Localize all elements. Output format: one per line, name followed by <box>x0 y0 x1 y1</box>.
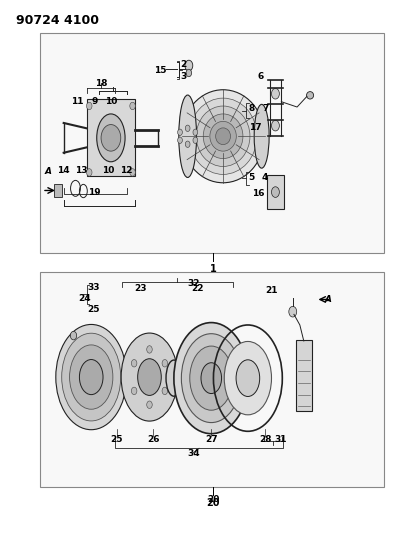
FancyBboxPatch shape <box>87 99 135 176</box>
Ellipse shape <box>179 95 197 177</box>
Bar <box>40 33 384 253</box>
Ellipse shape <box>203 114 243 159</box>
Text: 90724 4100: 90724 4100 <box>17 14 100 27</box>
Text: 23: 23 <box>134 284 147 293</box>
Circle shape <box>132 360 137 367</box>
Text: A: A <box>325 295 332 304</box>
Ellipse shape <box>182 90 264 183</box>
Text: 7: 7 <box>262 103 268 112</box>
Ellipse shape <box>97 114 125 162</box>
Text: 19: 19 <box>88 188 101 197</box>
Text: 8: 8 <box>248 103 254 112</box>
Text: 17: 17 <box>249 123 262 132</box>
Circle shape <box>130 102 135 110</box>
Text: 31: 31 <box>274 435 286 444</box>
Text: 15: 15 <box>154 66 166 75</box>
Circle shape <box>185 60 193 71</box>
Text: 24: 24 <box>78 294 90 303</box>
Circle shape <box>193 137 198 143</box>
Circle shape <box>132 387 137 394</box>
Text: 20: 20 <box>207 495 220 504</box>
Circle shape <box>193 129 198 135</box>
Circle shape <box>289 306 297 317</box>
Text: 10: 10 <box>105 97 118 106</box>
Circle shape <box>178 137 182 143</box>
Ellipse shape <box>174 322 249 434</box>
Circle shape <box>162 387 167 394</box>
Circle shape <box>87 102 92 110</box>
Text: 1: 1 <box>210 264 216 274</box>
Ellipse shape <box>181 334 241 423</box>
Circle shape <box>147 401 152 408</box>
Text: 3: 3 <box>181 71 187 80</box>
Text: 6: 6 <box>258 71 263 80</box>
Ellipse shape <box>190 346 233 410</box>
Ellipse shape <box>307 92 314 99</box>
Circle shape <box>271 187 279 197</box>
Bar <box>40 272 384 487</box>
Circle shape <box>147 346 152 353</box>
Text: A: A <box>44 167 51 176</box>
Circle shape <box>185 141 190 148</box>
Text: 5: 5 <box>248 173 254 182</box>
Ellipse shape <box>189 98 257 174</box>
Text: 2: 2 <box>181 60 187 69</box>
Text: 26: 26 <box>147 435 160 444</box>
Ellipse shape <box>216 128 231 144</box>
Text: 18: 18 <box>95 78 107 87</box>
Circle shape <box>162 360 167 367</box>
Ellipse shape <box>62 333 121 421</box>
Circle shape <box>87 168 92 176</box>
Ellipse shape <box>121 333 178 421</box>
Bar <box>54 184 62 197</box>
Circle shape <box>130 168 135 176</box>
Text: 4: 4 <box>262 173 268 182</box>
Circle shape <box>178 129 182 135</box>
Circle shape <box>271 120 279 131</box>
Ellipse shape <box>201 363 222 393</box>
Text: 25: 25 <box>87 304 100 313</box>
Text: 33: 33 <box>87 283 100 292</box>
Text: 25: 25 <box>111 435 123 444</box>
FancyBboxPatch shape <box>296 340 312 411</box>
Ellipse shape <box>79 360 103 394</box>
Ellipse shape <box>70 345 113 409</box>
Text: 12: 12 <box>120 166 132 175</box>
Text: 20: 20 <box>207 498 220 508</box>
Text: 34: 34 <box>187 449 200 458</box>
Text: 27: 27 <box>205 435 218 444</box>
Text: 11: 11 <box>71 97 84 106</box>
Ellipse shape <box>196 106 250 166</box>
Ellipse shape <box>254 104 269 168</box>
Circle shape <box>271 88 279 99</box>
Text: 28: 28 <box>259 435 271 444</box>
Text: 32: 32 <box>187 279 200 288</box>
Circle shape <box>185 125 190 132</box>
Text: 21: 21 <box>265 286 278 295</box>
Text: 22: 22 <box>191 284 204 293</box>
Ellipse shape <box>138 359 161 395</box>
FancyBboxPatch shape <box>267 175 284 209</box>
Text: 14: 14 <box>57 166 70 175</box>
Circle shape <box>186 69 192 77</box>
Circle shape <box>70 332 77 340</box>
Circle shape <box>101 125 121 151</box>
Text: 9: 9 <box>92 97 98 106</box>
Ellipse shape <box>210 122 236 151</box>
Ellipse shape <box>236 360 260 397</box>
Ellipse shape <box>224 342 271 415</box>
Ellipse shape <box>56 325 127 430</box>
Text: 16: 16 <box>252 189 264 198</box>
Text: 13: 13 <box>75 166 88 175</box>
Text: 10: 10 <box>102 166 114 175</box>
